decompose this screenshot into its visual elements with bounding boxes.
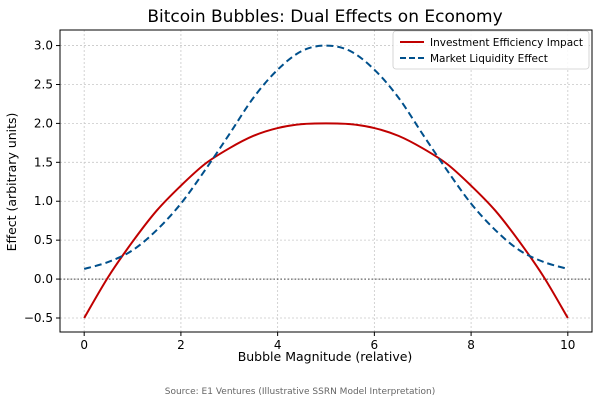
y-tick-label: 2.0 (34, 116, 53, 130)
x-tick-label: 6 (371, 338, 379, 352)
y-tick-label: 0.5 (34, 233, 53, 247)
series-line-investment-efficiency (83, 122, 569, 319)
legend-label-investment: Investment Efficiency Impact (430, 37, 583, 49)
y-tick-label: 0.0 (34, 272, 53, 286)
y-axis-label: Effect (arbitrary units) (4, 113, 19, 252)
x-tick-label: 2 (177, 338, 185, 352)
series-lines (83, 44, 569, 319)
x-tick-label: 4 (274, 338, 282, 352)
y-tick-label: 2.5 (34, 77, 53, 91)
y-tick-label: −0.5 (24, 311, 53, 325)
x-axis-label: Bubble Magnitude (relative) (238, 349, 413, 364)
legend-box (392, 30, 590, 70)
y-tick-label: 1.0 (34, 194, 53, 208)
x-tick-label: 8 (467, 338, 475, 352)
axis-ticks: 0 2 4 6 8 10 −0.5 0.0 0.5 1.0 1.5 2.0 2.5 3.0 (24, 39, 576, 352)
y-tick-label: 3.0 (34, 39, 53, 53)
x-tick-label: 0 (80, 338, 88, 352)
series-line-market-liquidity (83, 44, 569, 270)
source-note: Source: E1 Ventures (Illustrative SSRN M… (165, 387, 435, 397)
plot-area-frame (59, 29, 593, 333)
legend: Investment Efficiency Impact Market Liqu… (392, 30, 590, 70)
grid-lines (60, 30, 592, 332)
y-tick-label: 1.5 (34, 155, 53, 169)
x-tick-label: 10 (560, 338, 575, 352)
chart-title: Bitcoin Bubbles: Dual Effects on Economy (147, 7, 502, 27)
legend-label-liquidity: Market Liquidity Effect (430, 53, 548, 65)
